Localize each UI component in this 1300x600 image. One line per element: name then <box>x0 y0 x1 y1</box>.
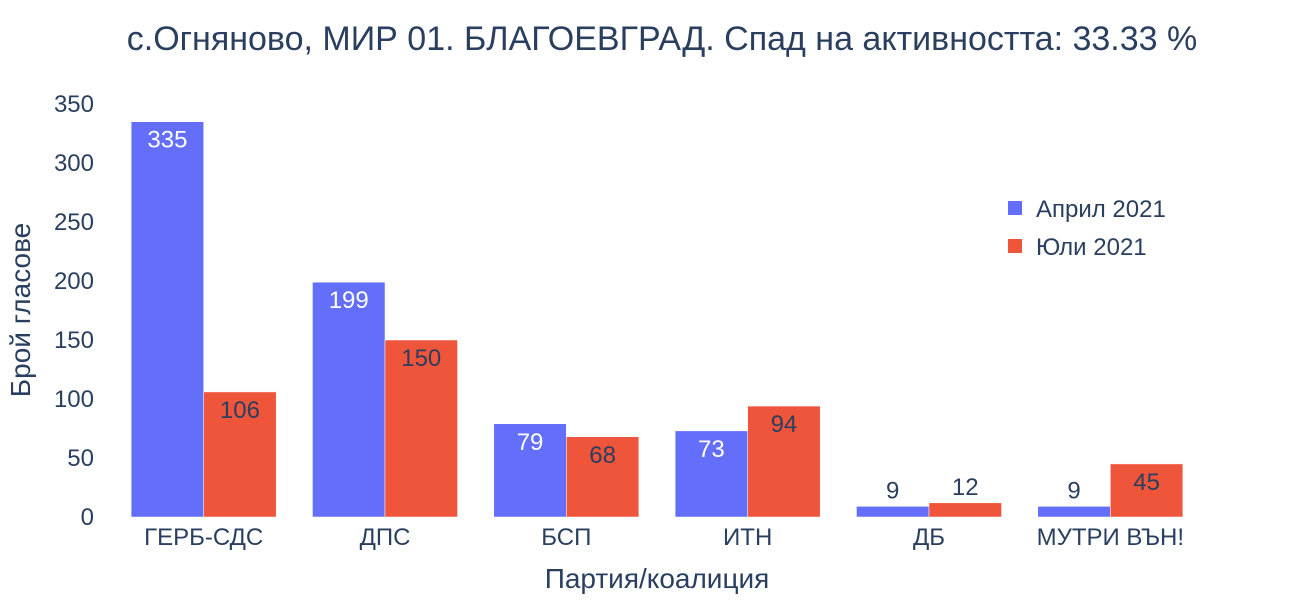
legend-swatch <box>1008 239 1022 253</box>
legend-swatch <box>1008 201 1022 215</box>
legend-label: Април 2021 <box>1036 196 1166 223</box>
bar <box>566 436 640 518</box>
y-axis-title: Брой гласове <box>5 223 36 397</box>
x-tick-label: ДПС <box>360 524 411 551</box>
x-axis-title: Партия/коалиция <box>545 563 770 594</box>
legend-item: Април 2021 <box>1008 196 1166 223</box>
y-tick-label: 350 <box>54 91 94 118</box>
x-axis-ticks: ГЕРБ-СДС ДПС БСП ИТН ДБ МУТРИ ВЪН! <box>144 524 1184 551</box>
legend: Април 2021 Юли 2021 <box>1008 196 1166 261</box>
bar-value-label: 9 <box>886 477 899 504</box>
bar <box>1037 506 1111 518</box>
bar-value-label: 45 <box>1133 469 1160 496</box>
y-tick-label: 100 <box>54 386 94 413</box>
x-tick-label: ГЕРБ-СДС <box>144 524 263 551</box>
bar-value-label: 79 <box>517 429 544 456</box>
bar <box>1110 463 1184 518</box>
y-tick-label: 150 <box>54 327 94 354</box>
legend-item: Юли 2021 <box>1008 234 1147 261</box>
bar <box>384 339 458 518</box>
x-tick-label: ДБ <box>913 524 945 551</box>
bar <box>856 506 930 518</box>
bar <box>312 281 386 518</box>
bar-value-label: 150 <box>401 345 441 372</box>
bars: 335 106 199 150 79 68 73 94 9 12 9 45 <box>130 121 1184 518</box>
x-tick-label: ИТН <box>723 524 772 551</box>
bar <box>493 423 567 518</box>
legend-label: Юли 2021 <box>1036 234 1147 261</box>
chart-title: с.Огняново, МИР 01. БЛАГОЕВГРАД. Спад на… <box>127 20 1198 58</box>
bar <box>674 430 748 518</box>
bar-value-label: 9 <box>1067 477 1080 504</box>
bar-value-label: 94 <box>771 411 798 438</box>
bar-value-label: 106 <box>220 397 260 424</box>
bar-value-label: 199 <box>329 287 369 314</box>
bar <box>928 502 1002 518</box>
bar <box>130 121 204 518</box>
y-tick-label: 200 <box>54 268 94 295</box>
y-tick-label: 50 <box>67 445 94 472</box>
bar-value-label: 73 <box>698 436 725 463</box>
bar-value-label: 12 <box>952 474 979 501</box>
y-tick-label: 300 <box>54 150 94 177</box>
bar-value-label: 335 <box>147 127 187 154</box>
x-tick-label: БСП <box>541 524 591 551</box>
y-axis-ticks: 0 50 100 150 200 250 300 350 <box>54 91 94 531</box>
bar-value-label: 68 <box>589 442 616 469</box>
y-tick-label: 250 <box>54 209 94 236</box>
x-tick-label: МУТРИ ВЪН! <box>1037 524 1184 551</box>
bar <box>747 405 821 518</box>
bar <box>203 391 277 518</box>
y-tick-label: 0 <box>81 504 94 531</box>
